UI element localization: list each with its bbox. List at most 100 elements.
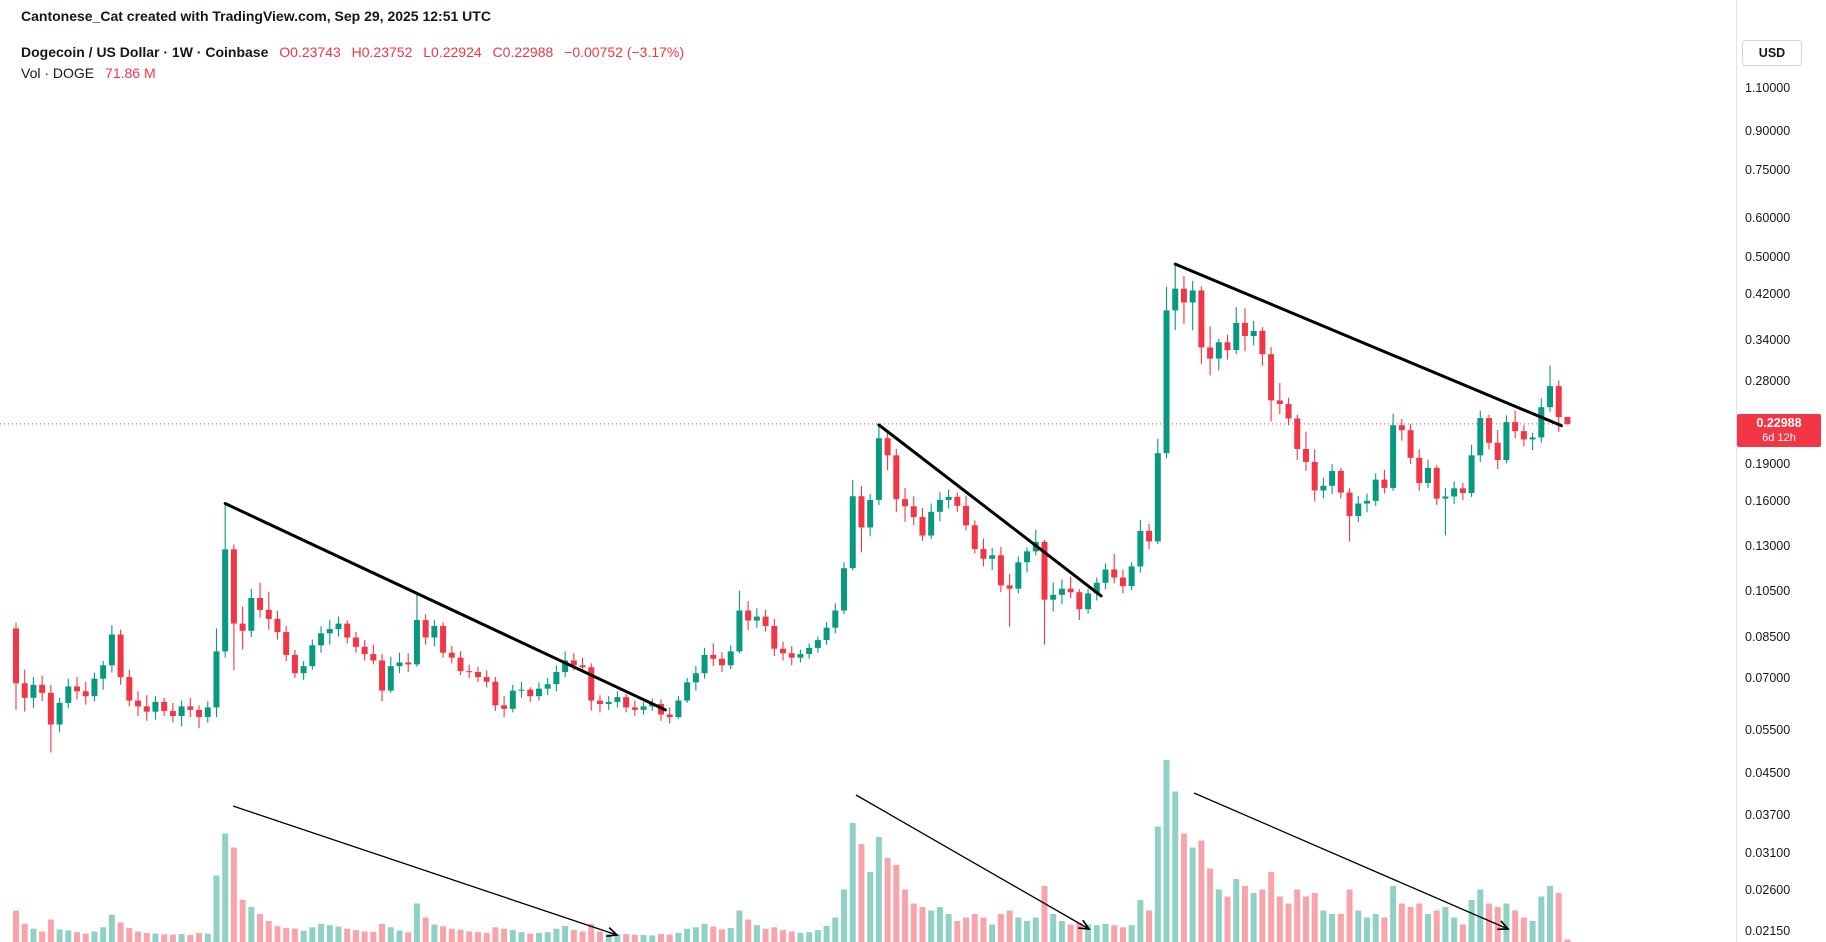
candle-body (544, 684, 551, 689)
candle-body (74, 686, 81, 692)
candle-body (82, 691, 89, 697)
trendline[interactable] (223, 502, 667, 712)
candle-body (379, 660, 386, 691)
candle-body (1093, 582, 1100, 594)
price-tick-label: 0.90000 (1745, 123, 1791, 138)
volume-bar (187, 935, 194, 942)
candle-body (222, 549, 229, 652)
candle-body (1555, 386, 1562, 417)
volume-bar (117, 922, 124, 942)
candle-body (858, 496, 865, 528)
candle-body (492, 681, 499, 706)
volume-bar (379, 923, 386, 942)
volume-bar (1285, 903, 1292, 942)
volume-bar (1372, 914, 1379, 942)
candle-body (1547, 386, 1554, 408)
price-axis[interactable]: 1.10000 0.90000 0.75000 0.60000 0.50000 0.420… (1736, 0, 1826, 942)
volume-bar (1241, 886, 1248, 942)
price-tick-label: 0.50000 (1745, 249, 1791, 264)
change-value: −0.00752 (−3.17%) (564, 44, 685, 60)
currency-toggle-button[interactable]: USD (1742, 40, 1802, 66)
candle-body (1564, 416, 1571, 424)
volume-bar (387, 927, 394, 942)
volume-bar (1163, 760, 1170, 942)
price-tick-label: 0.05500 (1745, 722, 1791, 737)
candle-body (1424, 467, 1431, 483)
price-tick-label: 0.04500 (1745, 765, 1791, 780)
candle-body (1233, 322, 1240, 351)
candle-body (928, 511, 935, 536)
price-tick-label: 0.08500 (1745, 629, 1791, 644)
candle-body (196, 709, 203, 718)
volume-bar (222, 833, 229, 942)
price-tick-label: 0.02150 (1745, 924, 1791, 939)
trendline[interactable] (1173, 262, 1563, 428)
volume-bar (570, 930, 577, 942)
volume-bar (527, 933, 534, 942)
volume-bar (596, 931, 603, 942)
volume-bar (248, 907, 255, 942)
candle-body (1294, 418, 1301, 449)
volume-bar (910, 903, 917, 942)
arrow-annotation[interactable] (232, 805, 617, 935)
candle-body (954, 496, 961, 506)
price-tick-label: 0.34000 (1745, 332, 1791, 347)
candle-body (579, 665, 586, 668)
candle-body (1329, 471, 1336, 486)
volume-bar (963, 917, 970, 942)
arrow-annotation[interactable] (1193, 792, 1508, 929)
candle-body (666, 714, 673, 718)
candle-body (1006, 585, 1013, 589)
high-value: H0.23752 (351, 44, 413, 60)
volume-bar (108, 914, 115, 942)
candle-body (1381, 479, 1388, 488)
candle-body (553, 672, 560, 685)
volume-bar (440, 926, 447, 942)
volume-bar (1547, 886, 1554, 942)
candle-body (501, 705, 508, 709)
volume-bar (1451, 917, 1458, 942)
volume-bar (1006, 910, 1013, 942)
candle-body (910, 506, 917, 518)
candle-body (1390, 425, 1397, 488)
symbol-title[interactable]: Dogecoin / US Dollar · 1W · Coinbase (21, 44, 269, 60)
volume-bar (1093, 925, 1100, 942)
volume-bar (300, 930, 307, 942)
volume-bar (152, 933, 159, 942)
low-value: L0.22924 (423, 44, 482, 60)
volume-bar (230, 847, 237, 942)
candle-body (1154, 453, 1161, 542)
candle-body (919, 517, 926, 536)
price-tick-label: 0.28000 (1745, 374, 1791, 389)
volume-bar (1233, 879, 1240, 942)
volume-label[interactable]: Vol · DOGE (21, 65, 95, 81)
close-value: C0.22988 (492, 44, 554, 60)
volume-bar (806, 932, 813, 942)
volume-bar (274, 926, 281, 942)
volume-bar (1477, 889, 1484, 942)
volume-bar (370, 931, 377, 942)
volume-bar (1294, 889, 1301, 942)
candle-body (152, 701, 159, 712)
volume-bar (588, 923, 595, 942)
volume-bar (832, 917, 839, 942)
candle-body (396, 662, 403, 667)
candle-body (1451, 488, 1458, 497)
volume-bar (143, 932, 150, 942)
volume-bar (1329, 914, 1336, 942)
candle-body (265, 609, 272, 619)
candle-body (1407, 430, 1414, 458)
candle-body (291, 654, 298, 674)
arrow-annotation[interactable] (855, 794, 1089, 929)
volume-bar (788, 931, 795, 942)
volume-bar (1433, 910, 1440, 942)
candle-body (797, 654, 804, 658)
volume-bar (39, 931, 46, 942)
volume-bar (422, 917, 429, 942)
candle-body (169, 710, 176, 716)
trendline[interactable] (877, 423, 1103, 598)
volume-bar (867, 872, 874, 942)
candle-body (640, 706, 647, 710)
candle-body (126, 677, 133, 701)
